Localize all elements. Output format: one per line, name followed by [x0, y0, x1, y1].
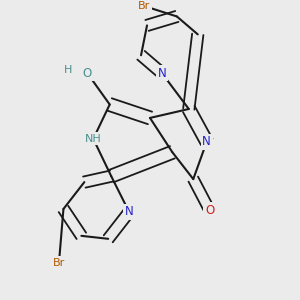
- Text: Br: Br: [53, 258, 65, 268]
- Text: H: H: [64, 65, 72, 75]
- Text: O: O: [205, 204, 214, 217]
- Text: O: O: [83, 67, 92, 80]
- Text: NH: NH: [85, 134, 102, 144]
- Text: N: N: [158, 67, 166, 80]
- Text: Br: Br: [138, 1, 150, 11]
- Text: N: N: [125, 206, 134, 218]
- Text: N: N: [202, 135, 211, 148]
